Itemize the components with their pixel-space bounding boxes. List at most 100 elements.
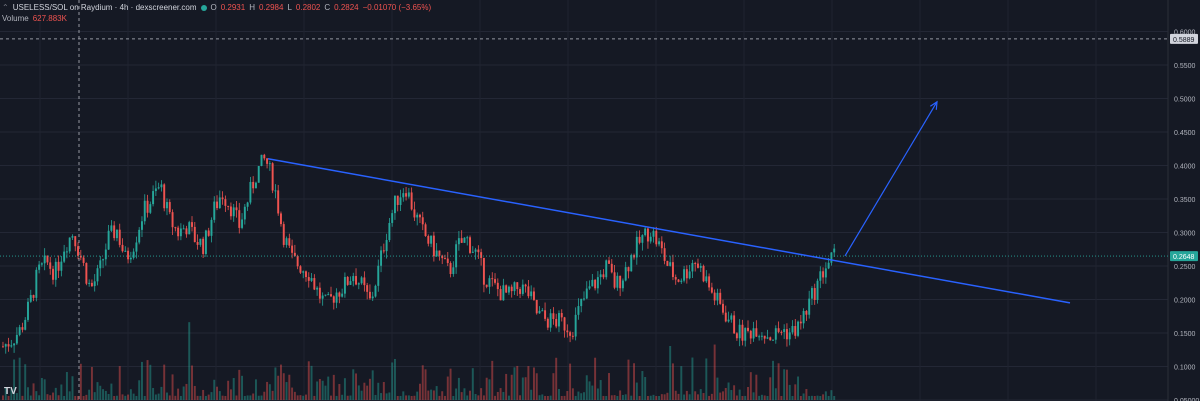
candle-body xyxy=(741,324,744,341)
ohlc-low-key: L xyxy=(287,3,292,12)
volume-bar xyxy=(658,395,661,400)
volume-bar xyxy=(502,391,505,400)
candle-body xyxy=(52,268,54,280)
candle-body xyxy=(610,263,613,273)
candle-body xyxy=(277,190,280,214)
candle-body xyxy=(285,238,288,245)
volume-bar xyxy=(527,366,530,400)
volume-bar xyxy=(357,385,360,400)
candle-body xyxy=(57,261,60,271)
volume-bar xyxy=(624,394,627,400)
candle-body xyxy=(430,235,433,244)
candle-body xyxy=(132,251,135,258)
candle-body xyxy=(480,252,483,258)
candle-body xyxy=(168,202,171,213)
volume-bar xyxy=(677,393,680,400)
volume-bar xyxy=(830,390,833,400)
volume-bar xyxy=(143,395,146,400)
volume-bar xyxy=(666,392,669,400)
symbol-title[interactable]: USELESS/SOL on Raydium · 4h · dexscreene… xyxy=(12,3,197,12)
candle-body xyxy=(152,191,155,205)
volume-bar xyxy=(580,393,583,400)
candle-body xyxy=(268,163,271,165)
candle-body xyxy=(527,286,530,297)
candle-body xyxy=(346,276,349,285)
volume-bar xyxy=(213,379,216,400)
candle-body xyxy=(482,257,485,285)
candle-body xyxy=(566,330,569,333)
candle-body xyxy=(185,228,188,235)
candle-body xyxy=(485,284,488,287)
volume-bar xyxy=(438,395,441,400)
candle-body xyxy=(393,195,396,214)
candle-body xyxy=(207,230,210,236)
candle-body xyxy=(141,221,143,230)
candle-body xyxy=(441,255,444,259)
volume-bar xyxy=(763,395,766,400)
volume-bar xyxy=(749,372,752,400)
volume-bar xyxy=(199,395,202,400)
candle-body xyxy=(713,292,716,301)
candle-body xyxy=(772,339,775,341)
candle-body xyxy=(432,235,435,257)
volume-bar xyxy=(505,373,508,400)
candle-body xyxy=(127,250,130,260)
collapse-chevron-icon[interactable]: ⌃ xyxy=(2,3,9,12)
volume-bar xyxy=(799,395,802,400)
volume-bar xyxy=(196,395,199,400)
volume-bar xyxy=(2,395,4,400)
candle-body xyxy=(115,229,118,239)
candle-body xyxy=(171,212,174,228)
volume-bar xyxy=(499,388,502,400)
candle-body xyxy=(238,210,241,228)
candle-body xyxy=(302,271,305,273)
volume-bar xyxy=(432,390,435,400)
volume-bar xyxy=(360,390,363,400)
volume-bar xyxy=(107,393,110,400)
tradingview-logo[interactable]: TV xyxy=(4,386,17,397)
candle-body xyxy=(505,285,508,293)
volume-bar xyxy=(257,395,260,400)
candle-body xyxy=(608,260,610,264)
candle-body xyxy=(391,213,394,223)
volume-bar xyxy=(588,381,591,400)
volume-bar xyxy=(115,395,118,400)
candle-body xyxy=(541,310,544,312)
candle-body xyxy=(449,263,452,275)
volume-bar xyxy=(791,396,794,400)
candle-body xyxy=(104,249,107,260)
candle-body xyxy=(641,235,644,243)
volume-bar xyxy=(699,389,702,400)
candle-body xyxy=(352,276,355,282)
candle-body xyxy=(263,154,266,159)
candle-body xyxy=(421,217,424,225)
candle-body xyxy=(830,252,833,263)
volume-bar xyxy=(480,388,483,400)
candle-body xyxy=(691,263,694,272)
candle-body xyxy=(254,182,257,189)
volume-bar xyxy=(702,393,705,400)
candle-body xyxy=(685,269,688,279)
volume-bar xyxy=(57,395,60,400)
volume-label[interactable]: Volume xyxy=(2,14,29,23)
volume-bar xyxy=(510,374,513,400)
candle-body xyxy=(680,280,683,282)
candle-body xyxy=(521,284,524,294)
volume-bar xyxy=(610,395,613,400)
candle-body xyxy=(633,255,636,258)
volume-bar xyxy=(118,366,121,400)
volume-value: 627.883K xyxy=(32,14,67,23)
candle-body xyxy=(799,321,802,324)
volume-bar xyxy=(660,394,663,400)
candle-body xyxy=(655,230,658,245)
candle-body xyxy=(199,238,202,245)
volume-bar xyxy=(346,395,349,400)
volume-bar xyxy=(132,393,135,400)
candle-body xyxy=(243,206,246,220)
volume-bar xyxy=(655,395,658,400)
volume-bar xyxy=(185,383,188,400)
candle-body xyxy=(738,324,741,339)
candle-body xyxy=(332,296,335,303)
volume-bar xyxy=(646,396,649,400)
